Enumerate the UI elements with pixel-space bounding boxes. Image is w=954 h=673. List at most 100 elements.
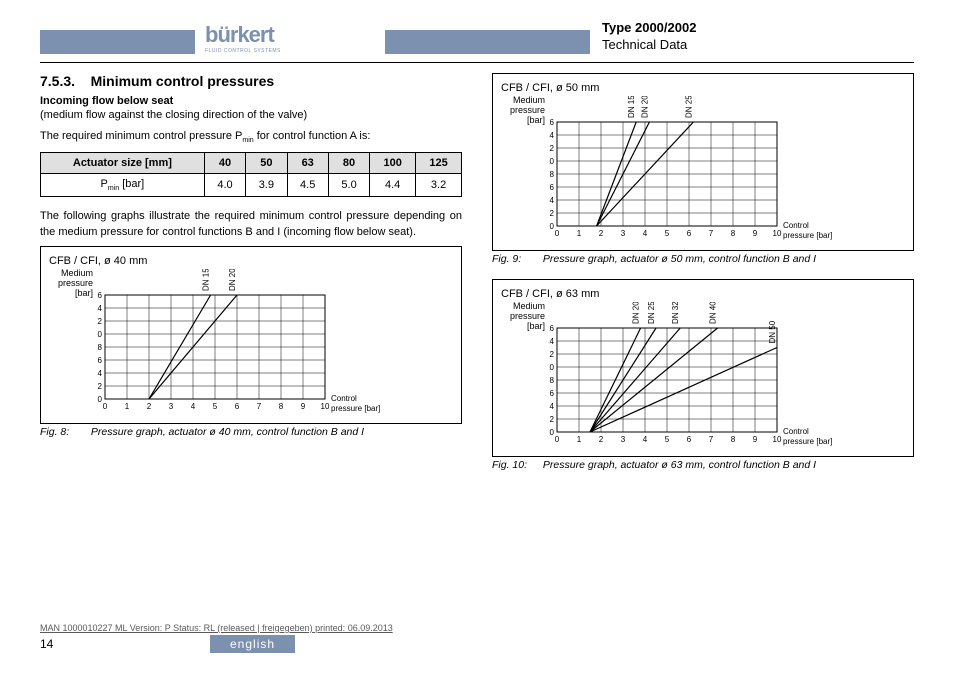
svg-text:2: 2	[550, 209, 555, 218]
svg-text:2: 2	[98, 382, 103, 391]
svg-text:3: 3	[169, 402, 174, 411]
svg-text:2: 2	[147, 402, 152, 411]
section-number: 7.5.3.	[40, 73, 75, 89]
svg-text:0: 0	[555, 229, 560, 238]
table-data-row: Pmin [bar] 4.0 3.9 4.5 5.0 4.4 3.2	[41, 174, 462, 197]
svg-text:8: 8	[731, 435, 736, 444]
chart-title: CFB / CFI, ø 63 mm	[501, 288, 905, 300]
svg-text:6: 6	[687, 229, 692, 238]
chart-63mm: CFB / CFI, ø 63 mm Mediumpressure[bar] 0 1…	[492, 279, 914, 457]
page-footer: MAN 1000010227 ML Version: P Status: RL …	[40, 623, 914, 653]
svg-text:0: 0	[550, 222, 555, 231]
svg-text:12: 12	[97, 317, 103, 326]
left-column: 7.5.3. Minimum control pressures Incomin…	[40, 73, 462, 485]
svg-text:2: 2	[550, 415, 555, 424]
svg-text:DN 20: DN 20	[632, 302, 641, 324]
header-subtitle: Technical Data	[602, 37, 914, 54]
para-required-pressure: The required minimum control pressure Pm…	[40, 129, 462, 146]
svg-text:9: 9	[753, 229, 758, 238]
table-col: 50	[246, 153, 287, 174]
svg-text:0: 0	[103, 402, 108, 411]
header-rule	[40, 62, 914, 63]
svg-text:5: 5	[665, 435, 670, 444]
header-title: Type 2000/2002 Technical Data	[602, 20, 914, 54]
svg-text:DN 20: DN 20	[640, 96, 649, 118]
svg-text:7: 7	[257, 402, 262, 411]
footer-meta: MAN 1000010227 ML Version: P Status: RL …	[40, 623, 914, 633]
svg-text:4: 4	[191, 402, 196, 411]
svg-text:10: 10	[321, 402, 330, 411]
svg-text:16: 16	[97, 291, 103, 300]
svg-text:pressure [bar]: pressure [bar]	[331, 404, 380, 413]
svg-text:14: 14	[549, 337, 555, 346]
chart-svg: 0123456789100246810121416DN 15DN 20Contr…	[97, 269, 409, 419]
svg-text:6: 6	[98, 356, 103, 365]
table-cell: 3.9	[246, 174, 287, 197]
chart-title: CFB / CFI, ø 50 mm	[501, 82, 905, 94]
table-col: 125	[416, 153, 462, 174]
svg-text:DN 20: DN 20	[228, 269, 237, 291]
svg-text:1: 1	[577, 229, 582, 238]
table-cell: 5.0	[328, 174, 369, 197]
svg-text:DN 32: DN 32	[671, 302, 680, 324]
logo: bürkert FLUID CONTROL SYSTEMS	[195, 22, 385, 54]
svg-text:7: 7	[709, 435, 714, 444]
svg-text:7: 7	[709, 229, 714, 238]
svg-text:9: 9	[753, 435, 758, 444]
svg-text:6: 6	[687, 435, 692, 444]
svg-text:16: 16	[549, 324, 555, 333]
right-column: CFB / CFI, ø 50 mm Mediumpressure[bar] 0 1…	[492, 73, 914, 485]
svg-text:3: 3	[621, 435, 626, 444]
svg-text:5: 5	[213, 402, 218, 411]
pressure-table: Actuator size [mm] 40 50 63 80 100 125 P…	[40, 152, 462, 197]
header-bar-right	[385, 30, 590, 54]
svg-text:0: 0	[550, 428, 555, 437]
table-cell: 4.4	[370, 174, 416, 197]
chart-50mm: CFB / CFI, ø 50 mm Mediumpressure[bar] 0 1…	[492, 73, 914, 251]
svg-text:12: 12	[549, 144, 555, 153]
header-bar-left	[40, 30, 195, 54]
para-flow-direction: (medium flow against the closing directi…	[40, 108, 462, 123]
page-header: bürkert FLUID CONTROL SYSTEMS Type 2000/…	[40, 20, 914, 54]
table-col: 80	[328, 153, 369, 174]
svg-text:1: 1	[125, 402, 130, 411]
table-col: 40	[204, 153, 245, 174]
header-type: Type 2000/2002	[602, 20, 914, 37]
svg-text:Control: Control	[783, 427, 809, 436]
chart-title: CFB / CFI, ø 40 mm	[49, 255, 453, 267]
svg-text:14: 14	[549, 131, 555, 140]
chart-svg-slot: Mediumpressure[bar]012345678910024681012…	[501, 302, 905, 452]
logo-text: bürkert	[205, 22, 375, 48]
svg-text:10: 10	[549, 363, 555, 372]
svg-text:4: 4	[98, 369, 103, 378]
svg-text:5: 5	[665, 229, 670, 238]
svg-text:3: 3	[621, 229, 626, 238]
y-axis-label: Mediumpressure[bar]	[501, 302, 549, 332]
svg-text:8: 8	[550, 170, 555, 179]
svg-text:DN 25: DN 25	[647, 302, 656, 324]
svg-text:10: 10	[549, 157, 555, 166]
table-header-row: Actuator size [mm] 40 50 63 80 100 125	[41, 153, 462, 174]
svg-text:1: 1	[577, 435, 582, 444]
table-col: 63	[287, 153, 328, 174]
svg-text:8: 8	[98, 343, 103, 352]
svg-text:10: 10	[773, 435, 782, 444]
chart-caption: Fig. 9: Pressure graph, actuator ø 50 mm…	[492, 253, 914, 265]
svg-text:14: 14	[97, 304, 103, 313]
svg-text:16: 16	[549, 118, 555, 127]
svg-text:8: 8	[550, 376, 555, 385]
section-heading: 7.5.3. Minimum control pressures	[40, 73, 462, 89]
chart-svg-slot: Mediumpressure[bar]012345678910024681012…	[501, 96, 905, 246]
logo-subtext: FLUID CONTROL SYSTEMS	[205, 48, 375, 54]
svg-text:0: 0	[98, 395, 103, 404]
y-axis-label: Mediumpressure[bar]	[501, 96, 549, 126]
svg-text:6: 6	[550, 389, 555, 398]
svg-text:8: 8	[731, 229, 736, 238]
svg-text:2: 2	[599, 229, 604, 238]
svg-text:DN 50: DN 50	[768, 320, 777, 343]
language-badge: english	[210, 635, 295, 653]
table-cell: 4.0	[204, 174, 245, 197]
table-row-label: Pmin [bar]	[41, 174, 205, 197]
page-number: 14	[40, 637, 210, 651]
svg-text:Control: Control	[783, 221, 809, 230]
